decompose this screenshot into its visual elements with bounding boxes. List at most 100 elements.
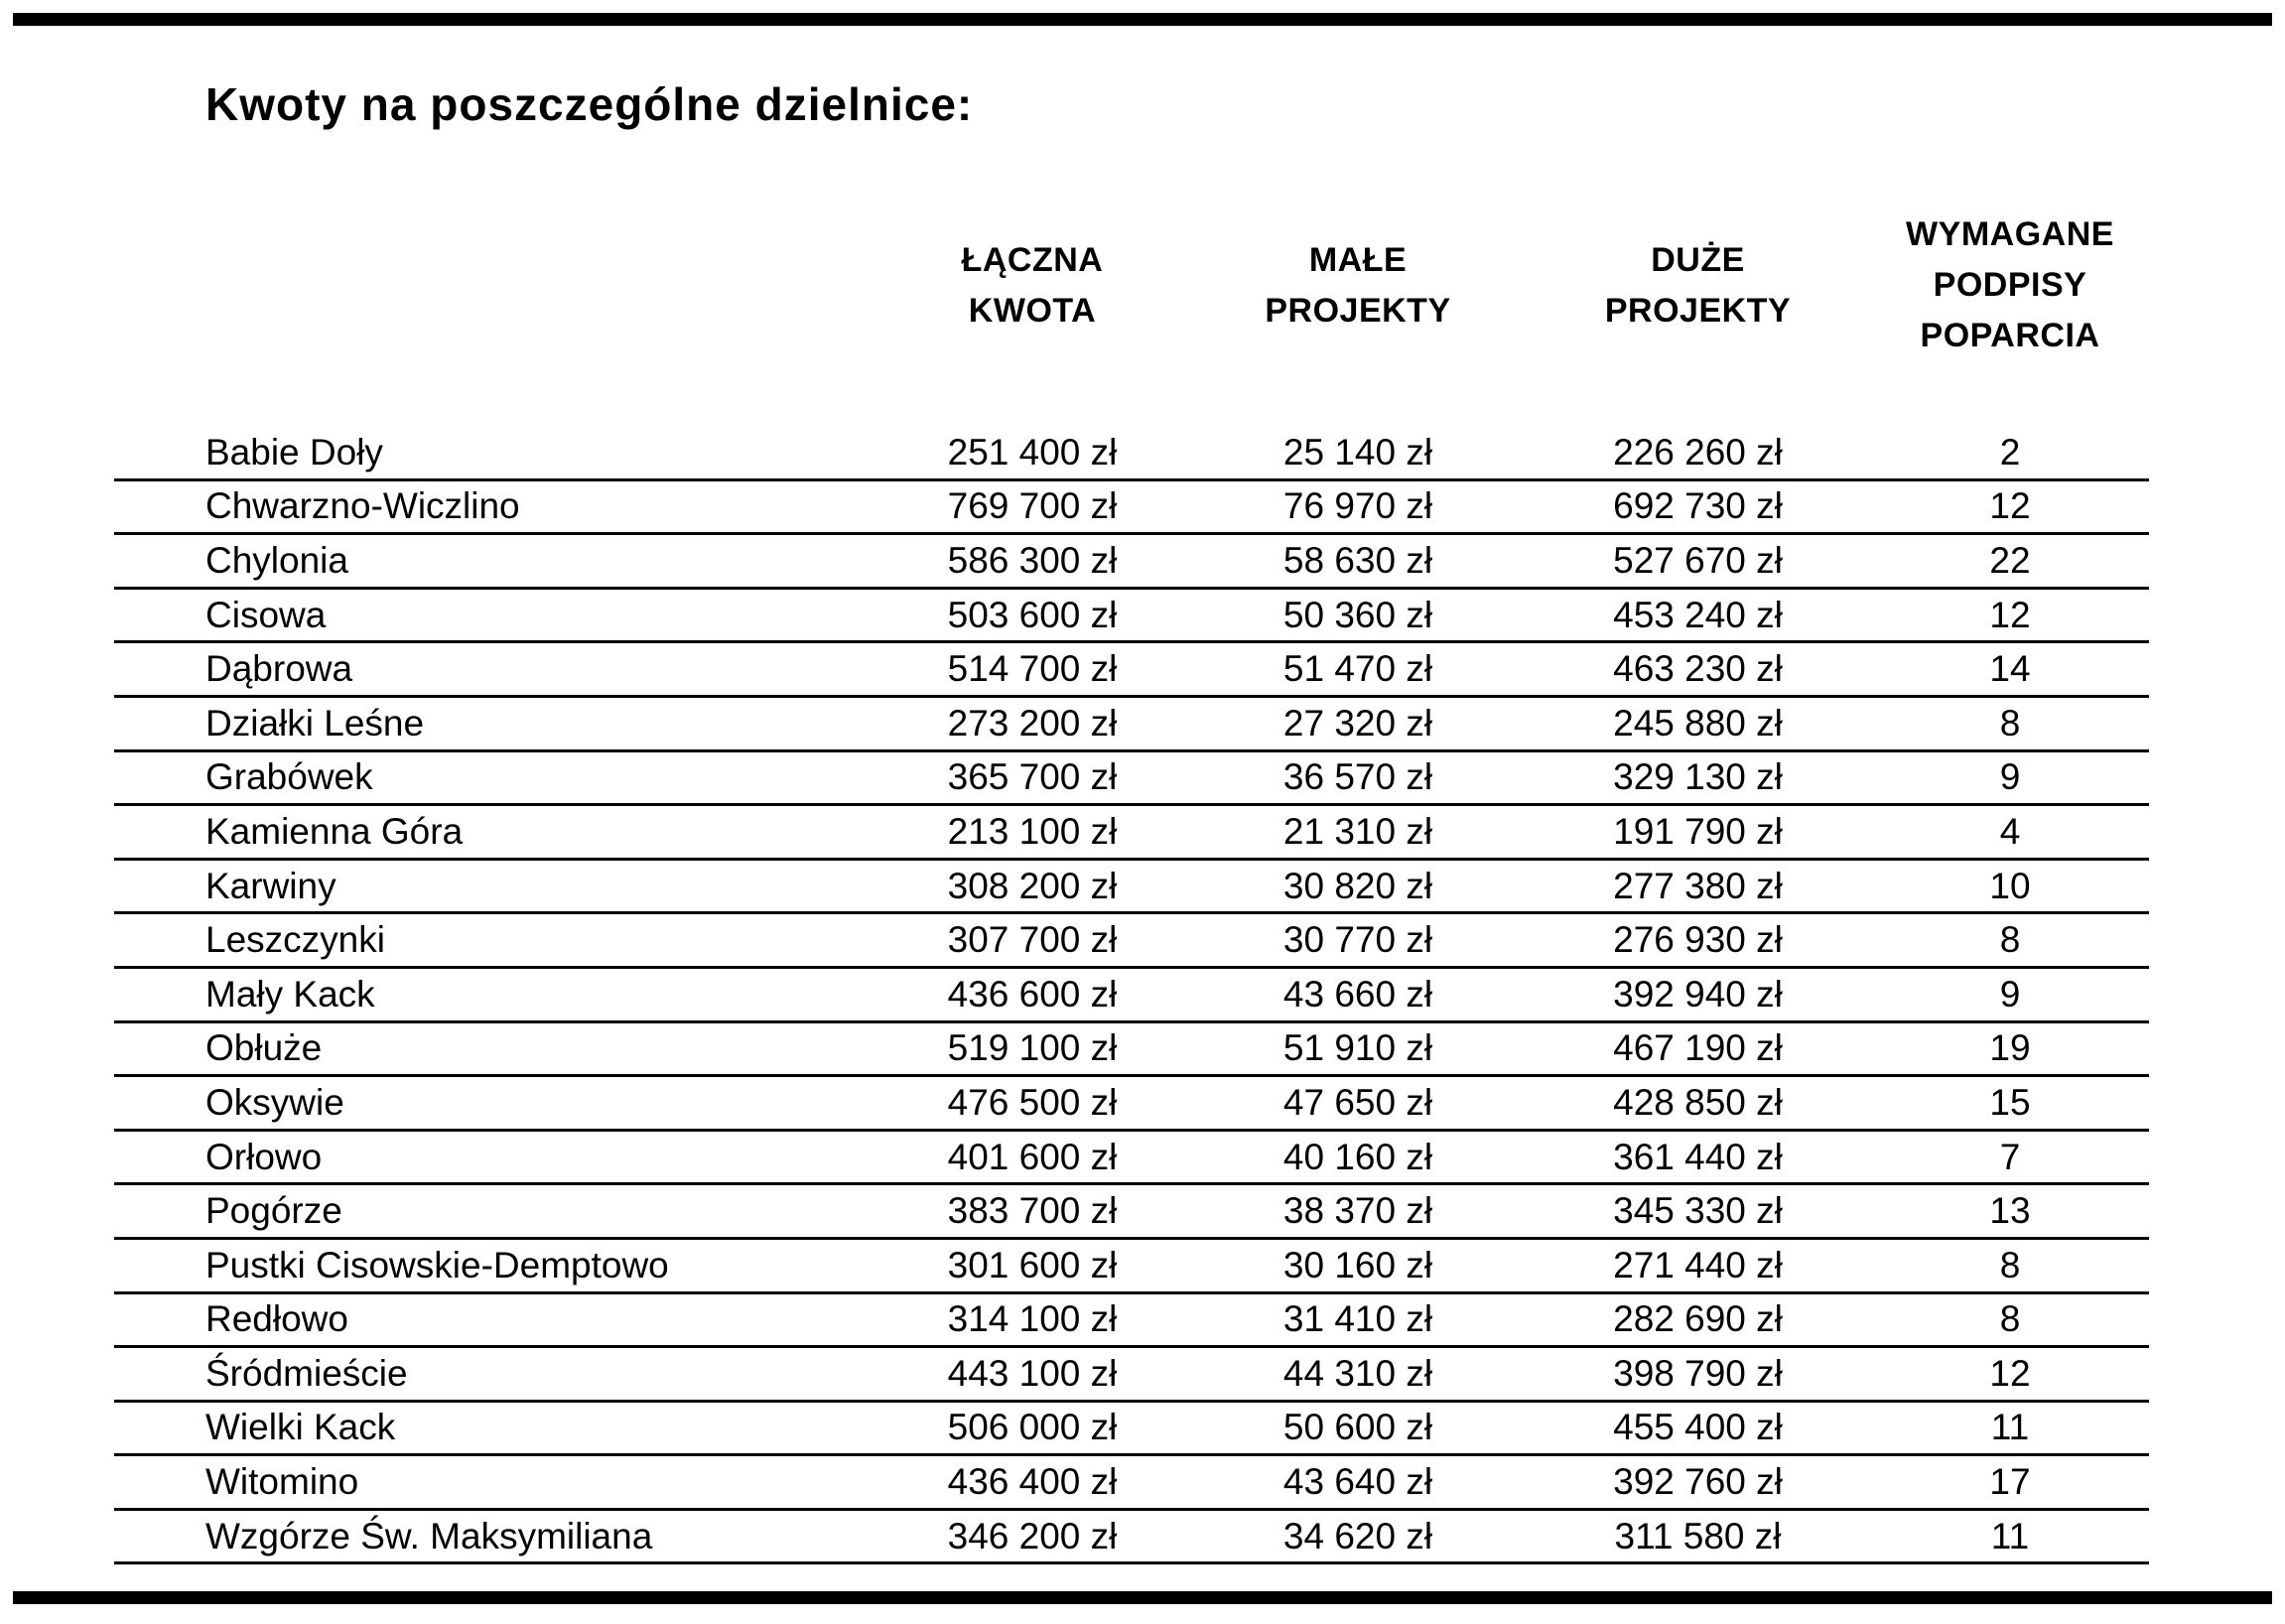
cell-signatures: 2 xyxy=(1871,427,2149,481)
table-header: ŁĄCZNA KWOTA MAŁE PROJEKTY DUŻE PROJEKTY… xyxy=(114,184,2149,427)
cell-signatures: 4 xyxy=(1871,804,2149,861)
column-header-total-amount: ŁĄCZNA KWOTA xyxy=(961,240,1104,330)
cell-large: 361 440 zł xyxy=(1525,1130,1871,1186)
cell-signatures: 11 xyxy=(1871,1401,2149,1457)
table-row: Witomino 436 400 zł 43 640 zł 392 760 zł 17 xyxy=(114,1454,2149,1511)
cell-signatures: 12 xyxy=(1871,479,2149,536)
cell-district: Cisowa xyxy=(114,588,874,644)
column-header-district xyxy=(114,184,874,427)
cell-total: 436 600 zł xyxy=(874,967,1191,1023)
table-row: Mały Kack 436 600 zł 43 660 zł 392 940 zł 9 xyxy=(114,967,2149,1023)
cell-total: 383 700 zł xyxy=(874,1183,1191,1240)
table-row: Działki Leśne 273 200 zł 27 320 zł 245 880 … xyxy=(114,696,2149,752)
cell-small: 38 370 zł xyxy=(1191,1183,1525,1240)
cell-signatures: 22 xyxy=(1871,533,2149,590)
cell-large: 282 690 zł xyxy=(1525,1292,1871,1349)
cell-small: 43 660 zł xyxy=(1191,967,1525,1023)
table-row: Babie Doły 251 400 zł 25 140 zł 226 260 zł 2 xyxy=(114,427,2149,481)
cell-signatures: 14 xyxy=(1871,641,2149,698)
cell-district: Śródmieście xyxy=(114,1346,874,1403)
cell-total: 251 400 zł xyxy=(874,427,1191,481)
cell-district: Leszczynki xyxy=(114,912,874,969)
cell-small: 25 140 zł xyxy=(1191,427,1525,481)
column-header-large-projects: DUŻE PROJEKTY xyxy=(1604,240,1792,330)
cell-large: 245 880 zł xyxy=(1525,696,1871,752)
cell-total: 213 100 zł xyxy=(874,804,1191,861)
cell-total: 586 300 zł xyxy=(874,533,1191,590)
table-row: Redłowo 314 100 zł 31 410 zł 282 690 zł 8 xyxy=(114,1292,2149,1349)
table-row: Pustki Cisowskie-Demptowo 301 600 zł 30 16… xyxy=(114,1238,2149,1294)
cell-small: 51 910 zł xyxy=(1191,1021,1525,1078)
cell-large: 226 260 zł xyxy=(1525,427,1871,481)
cell-large: 329 130 zł xyxy=(1525,750,1871,807)
table-row: Wielki Kack 506 000 zł 50 600 zł 455 400 zł… xyxy=(114,1401,2149,1457)
cell-district: Karwiny xyxy=(114,859,874,915)
cell-signatures: 8 xyxy=(1871,1292,2149,1349)
cell-large: 276 930 zł xyxy=(1525,912,1871,969)
cell-district: Dąbrowa xyxy=(114,641,874,698)
cell-small: 30 160 zł xyxy=(1191,1238,1525,1294)
cell-total: 443 100 zł xyxy=(874,1346,1191,1403)
cell-large: 428 850 zł xyxy=(1525,1075,1871,1132)
cell-district: Obłuże xyxy=(114,1021,874,1078)
cell-total: 301 600 zł xyxy=(874,1238,1191,1294)
cell-small: 44 310 zł xyxy=(1191,1346,1525,1403)
cell-large: 392 760 zł xyxy=(1525,1454,1871,1511)
cell-signatures: 8 xyxy=(1871,1238,2149,1294)
cell-small: 27 320 zł xyxy=(1191,696,1525,752)
cell-total: 514 700 zł xyxy=(874,641,1191,698)
cell-signatures: 11 xyxy=(1871,1509,2149,1565)
table-row: Orłowo 401 600 zł 40 160 zł 361 440 zł 7 xyxy=(114,1130,2149,1186)
cell-district: Wzgórze Św. Maksymiliana xyxy=(114,1509,874,1565)
cell-signatures: 13 xyxy=(1871,1183,2149,1240)
cell-district: Pustki Cisowskie-Demptowo xyxy=(114,1238,874,1294)
cell-district: Chwarzno-Wiczlino xyxy=(114,479,874,536)
table-row: Obłuże 519 100 zł 51 910 zł 467 190 zł 19 xyxy=(114,1021,2149,1078)
cell-total: 346 200 zł xyxy=(874,1509,1191,1565)
table-row: Cisowa 503 600 zł 50 360 zł 453 240 zł 12 xyxy=(114,588,2149,644)
table-header-row: ŁĄCZNA KWOTA MAŁE PROJEKTY DUŻE PROJEKTY… xyxy=(114,184,2149,427)
cell-large: 277 380 zł xyxy=(1525,859,1871,915)
cell-small: 50 600 zł xyxy=(1191,1401,1525,1457)
bottom-border-rule xyxy=(13,1591,2272,1604)
cell-district: Mały Kack xyxy=(114,967,874,1023)
cell-total: 308 200 zł xyxy=(874,859,1191,915)
cell-district: Kamienna Góra xyxy=(114,804,874,861)
table-row: Chylonia 586 300 zł 58 630 zł 527 670 zł 22 xyxy=(114,533,2149,590)
table-row: Wzgórze Św. Maksymiliana 346 200 zł 34 620… xyxy=(114,1509,2149,1565)
cell-signatures: 8 xyxy=(1871,696,2149,752)
table-row: Chwarzno-Wiczlino 769 700 zł 76 970 zł 692 … xyxy=(114,479,2149,536)
cell-large: 311 580 zł xyxy=(1525,1509,1871,1565)
table-row: Grabówek 365 700 zł 36 570 zł 329 130 zł 9 xyxy=(114,750,2149,807)
cell-signatures: 19 xyxy=(1871,1021,2149,1078)
cell-large: 467 190 zł xyxy=(1525,1021,1871,1078)
cell-signatures: 7 xyxy=(1871,1130,2149,1186)
cell-small: 36 570 zł xyxy=(1191,750,1525,807)
cell-district: Redłowo xyxy=(114,1292,874,1349)
table-row: Oksywie 476 500 zł 47 650 zł 428 850 zł 15 xyxy=(114,1075,2149,1132)
cell-signatures: 15 xyxy=(1871,1075,2149,1132)
cell-large: 345 330 zł xyxy=(1525,1183,1871,1240)
cell-large: 463 230 zł xyxy=(1525,641,1871,698)
top-border-rule xyxy=(13,13,2272,26)
cell-total: 436 400 zł xyxy=(874,1454,1191,1511)
cell-district: Orłowo xyxy=(114,1130,874,1186)
table-row: Śródmieście 443 100 zł 44 310 zł 398 790 zł… xyxy=(114,1346,2149,1403)
table-body: Babie Doły 251 400 zł 25 140 zł 226 260 zł 2… xyxy=(114,427,2149,1565)
cell-signatures: 17 xyxy=(1871,1454,2149,1511)
cell-district: Chylonia xyxy=(114,533,874,590)
cell-district: Wielki Kack xyxy=(114,1401,874,1457)
cell-small: 43 640 zł xyxy=(1191,1454,1525,1511)
cell-small: 50 360 zł xyxy=(1191,588,1525,644)
cell-signatures: 12 xyxy=(1871,588,2149,644)
table-row: Dąbrowa 514 700 zł 51 470 zł 463 230 zł 14 xyxy=(114,641,2149,698)
cell-large: 692 730 zł xyxy=(1525,479,1871,536)
cell-district: Grabówek xyxy=(114,750,874,807)
cell-small: 47 650 zł xyxy=(1191,1075,1525,1132)
cell-signatures: 8 xyxy=(1871,912,2149,969)
cell-signatures: 9 xyxy=(1871,750,2149,807)
column-header-required-signatures: WYMAGANE PODPISY POPARCIA xyxy=(1906,215,2114,354)
cell-small: 76 970 zł xyxy=(1191,479,1525,536)
cell-total: 307 700 zł xyxy=(874,912,1191,969)
cell-small: 40 160 zł xyxy=(1191,1130,1525,1186)
